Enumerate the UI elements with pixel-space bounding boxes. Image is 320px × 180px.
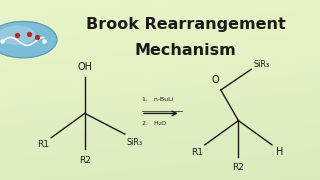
Text: SiR₃: SiR₃: [126, 138, 142, 147]
Text: 1.   n-BuLi: 1. n-BuLi: [142, 97, 174, 102]
Text: R2: R2: [79, 156, 91, 165]
Text: R2: R2: [232, 163, 244, 172]
Ellipse shape: [0, 22, 57, 58]
Text: 2.   H₂O: 2. H₂O: [142, 121, 167, 126]
Text: O: O: [211, 75, 219, 85]
Text: Brook Rearrangement: Brook Rearrangement: [86, 17, 285, 32]
Text: R1: R1: [37, 140, 49, 149]
Text: SiR₃: SiR₃: [254, 60, 270, 69]
Text: R1: R1: [191, 148, 203, 157]
Text: H: H: [276, 147, 284, 157]
Ellipse shape: [0, 26, 35, 44]
Text: OH: OH: [77, 62, 92, 72]
Text: Mechanism: Mechanism: [135, 43, 236, 58]
